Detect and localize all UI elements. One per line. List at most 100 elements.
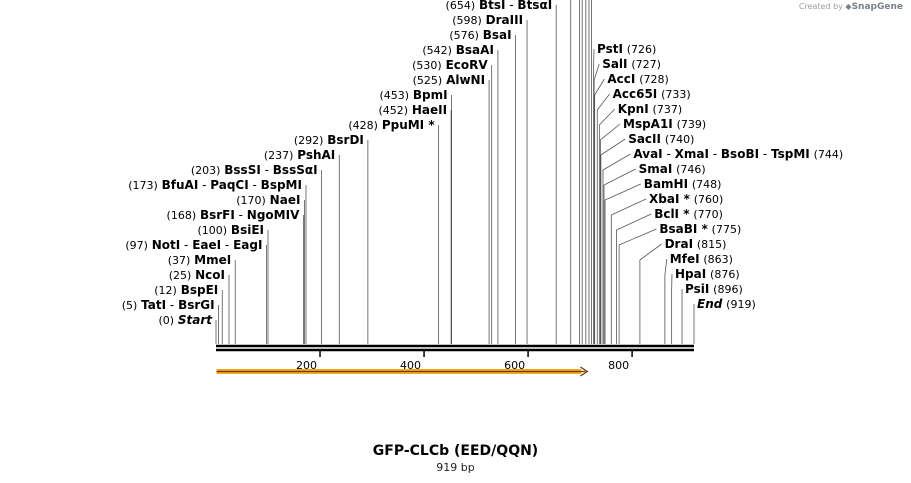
enzyme-name: BsrFI [200,208,235,222]
site-label: MspA1I (739) [623,117,706,131]
label-leaders [215,0,695,344]
tick-label: 400 [400,359,421,372]
sequence-backbone [216,344,694,352]
enzyme-name: BpmI [413,88,448,102]
label-leader [599,123,621,344]
enzyme-name: BsaBI * [659,222,708,236]
site-label: (25) NcoI [169,268,225,282]
site-position: (775) [712,223,742,236]
label-separator: - [759,147,771,161]
enzyme-name: NaeI [270,193,301,207]
site-position: (97) [125,239,148,252]
enzyme-name: BsiEI [231,223,264,237]
label-separator: - [166,298,178,312]
label-separator: - [198,178,210,192]
site-label: (0) Start [158,313,213,327]
label-separator: - [221,238,233,252]
enzyme-name: BsoBI [721,147,759,161]
site-position: (748) [692,178,722,191]
site-position: (530) [412,59,442,72]
site-label: AccI (728) [607,72,668,86]
site-position: (598) [452,14,482,27]
site-label: BamHI (748) [644,177,722,191]
enzyme-name: DraI [665,237,693,251]
enzyme-name: DraIII [486,13,523,27]
enzyme-name: BtsI [479,0,506,12]
enzyme-name: AccI [607,72,635,86]
enzyme-name: BssSαI [273,163,318,177]
site-label: (203) BssSI - BssSαI [191,163,318,177]
orf-arrow-head [580,366,589,377]
enzyme-name: NcoI [195,268,225,282]
site-position: (815) [697,238,727,251]
site-position: (727) [631,58,661,71]
site-position: (0) [158,314,174,327]
enzyme-name: EagI [233,238,262,252]
enzyme-name: EcoRV [446,58,489,72]
enzyme-name: BsrGI [178,298,215,312]
enzyme-name: HaeII [412,103,447,117]
enzyme-name: SalI [602,57,627,71]
site-position: (525) [413,74,443,87]
site-position: (37) [168,254,191,267]
site-position: (876) [710,268,740,281]
site-label: (428) PpuMI * [348,118,435,132]
label-leader [610,198,647,344]
site-position: (428) [348,119,378,132]
label-leader [594,78,605,344]
label-separator: - [505,0,517,12]
label-separator: - [235,208,247,222]
site-position: (740) [665,133,695,146]
label-separator: - [709,147,721,161]
enzyme-name: BfuAI [162,178,199,192]
site-label: PstI (726) [597,42,656,56]
site-label: DraI (815) [665,237,727,251]
site-label: KpnI (737) [618,102,682,116]
enzyme-name: PstI [597,42,623,56]
site-label: SmaI (746) [639,162,706,176]
enzyme-name: BsrDI [327,133,364,147]
site-position: (744) [814,148,844,161]
enzyme-name: NgoMIV [247,208,300,222]
enzyme-name: BspEI [181,283,219,297]
site-position: (292) [294,134,324,147]
enzyme-name: BsaAI [456,43,494,57]
site-position: (919) [726,298,756,311]
enzyme-name: PsiI [685,282,709,296]
snapgene-credit: Created by ◆SnapGene [799,2,903,12]
label-leader [618,228,657,344]
site-label: (530) EcoRV [412,58,488,72]
site-label: SalI (727) [602,57,661,71]
site-label: MfeI (863) [670,252,733,266]
site-label: XbaI * (760) [649,192,723,206]
enzyme-name: BclI * [654,207,690,221]
enzyme-name: PaqCI [210,178,248,192]
site-label: (292) BsrDI [294,133,364,147]
site-position: (452) [378,104,408,117]
enzyme-name: SmaI [639,162,673,176]
site-position: (737) [653,103,683,116]
site-label: (598) DraIII [452,13,523,27]
label-leader [603,168,636,344]
site-position: (170) [236,194,266,207]
enzyme-name: BssSI [224,163,261,177]
enzyme-name: BtsαI [517,0,552,12]
tick-label: 800 [608,359,629,372]
site-position: (100) [198,224,228,237]
label-leader [604,183,641,344]
site-label: (654) BtsI - BtsαI [446,0,553,12]
enzyme-name: MfeI [670,252,700,266]
site-position: (726) [627,43,657,56]
site-label: (97) NotI - EaeI - EagI [125,238,262,252]
site-position: (168) [167,209,197,222]
credit-prefix: Created by [798,2,843,11]
tick-label: 600 [504,359,525,372]
enzyme-name: PshAI [297,148,335,162]
axis-ticks: 200 400 600 800 [296,349,633,372]
enzyme-name: Start [178,313,213,327]
site-label: Acc65I (733) [613,87,691,101]
label-separator: - [261,163,273,177]
site-position: (12) [154,284,177,297]
site-position: (733) [661,88,691,101]
